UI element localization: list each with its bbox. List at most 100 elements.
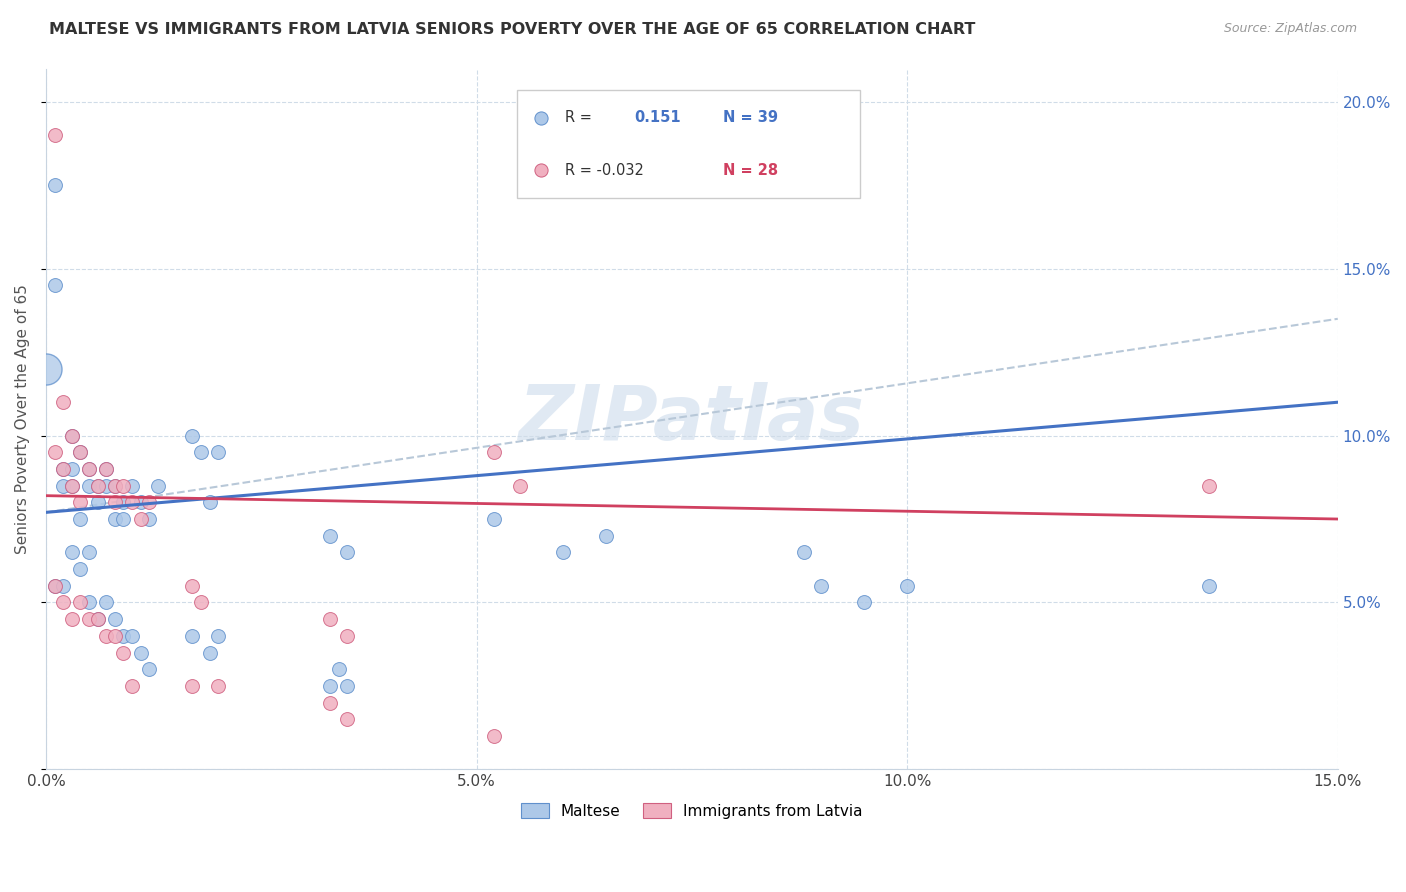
Point — [52, 478, 75, 492]
Point — [207, 629, 229, 643]
Point — [44, 445, 66, 459]
Point — [138, 495, 160, 509]
Point — [207, 445, 229, 459]
Point — [77, 545, 100, 559]
Point — [52, 462, 75, 476]
Point — [77, 595, 100, 609]
Point — [77, 478, 100, 492]
Point — [190, 445, 212, 459]
Point — [896, 579, 918, 593]
Point — [181, 579, 204, 593]
Point — [319, 696, 342, 710]
Point — [181, 679, 204, 693]
Point — [319, 529, 342, 543]
Point — [121, 629, 143, 643]
Point — [104, 495, 127, 509]
Text: Source: ZipAtlas.com: Source: ZipAtlas.com — [1223, 22, 1357, 36]
Point — [52, 579, 75, 593]
Point — [112, 495, 135, 509]
Point — [319, 679, 342, 693]
Point — [86, 612, 108, 626]
Point — [60, 612, 83, 626]
Point — [482, 445, 505, 459]
Point — [336, 679, 359, 693]
Point — [69, 445, 91, 459]
Text: MALTESE VS IMMIGRANTS FROM LATVIA SENIORS POVERTY OVER THE AGE OF 65 CORRELATION: MALTESE VS IMMIGRANTS FROM LATVIA SENIOR… — [49, 22, 976, 37]
Point — [112, 646, 135, 660]
Point — [328, 662, 350, 676]
Point — [60, 462, 83, 476]
Point — [77, 612, 100, 626]
Point — [810, 579, 832, 593]
Point — [104, 512, 127, 526]
Point — [482, 729, 505, 743]
Point — [853, 595, 876, 609]
Point — [112, 512, 135, 526]
Point — [509, 478, 531, 492]
Point — [181, 428, 204, 442]
Point — [60, 428, 83, 442]
Point — [146, 478, 169, 492]
Point — [104, 629, 127, 643]
Point — [69, 495, 91, 509]
Point — [86, 612, 108, 626]
Y-axis label: Seniors Poverty Over the Age of 65: Seniors Poverty Over the Age of 65 — [15, 284, 30, 554]
Point — [60, 428, 83, 442]
Point — [60, 478, 83, 492]
Legend: Maltese, Immigrants from Latvia: Maltese, Immigrants from Latvia — [515, 797, 869, 825]
Point — [129, 495, 152, 509]
Point — [129, 646, 152, 660]
Point — [86, 495, 108, 509]
Point — [1198, 478, 1220, 492]
Point — [336, 712, 359, 726]
Point — [104, 612, 127, 626]
Point — [336, 545, 359, 559]
Point — [69, 512, 91, 526]
Point — [69, 595, 91, 609]
Point — [96, 478, 118, 492]
Point — [44, 579, 66, 593]
Point — [121, 495, 143, 509]
Point — [44, 278, 66, 293]
Point — [44, 579, 66, 593]
Point — [96, 462, 118, 476]
Point — [1198, 579, 1220, 593]
Point — [96, 629, 118, 643]
Point — [52, 395, 75, 409]
Point — [44, 128, 66, 143]
Point — [112, 478, 135, 492]
Point — [104, 478, 127, 492]
Point — [112, 629, 135, 643]
Point — [551, 545, 574, 559]
Point — [96, 595, 118, 609]
Point — [77, 462, 100, 476]
Point — [60, 478, 83, 492]
Point — [77, 462, 100, 476]
Text: ZIPatlas: ZIPatlas — [519, 382, 865, 456]
Point — [207, 679, 229, 693]
Point — [121, 478, 143, 492]
Point — [69, 445, 91, 459]
Point — [198, 646, 221, 660]
Point — [121, 679, 143, 693]
Point — [319, 612, 342, 626]
Point — [336, 629, 359, 643]
Point — [138, 662, 160, 676]
Point — [69, 562, 91, 576]
Point — [35, 362, 58, 376]
Point — [86, 478, 108, 492]
Point — [96, 462, 118, 476]
Point — [52, 595, 75, 609]
Point — [44, 178, 66, 193]
Point — [104, 478, 127, 492]
Point — [86, 478, 108, 492]
Point — [190, 595, 212, 609]
Point — [482, 512, 505, 526]
Point — [129, 512, 152, 526]
Point — [52, 462, 75, 476]
Point — [60, 545, 83, 559]
Point — [595, 529, 617, 543]
Point — [793, 545, 815, 559]
Point — [181, 629, 204, 643]
Point — [138, 512, 160, 526]
